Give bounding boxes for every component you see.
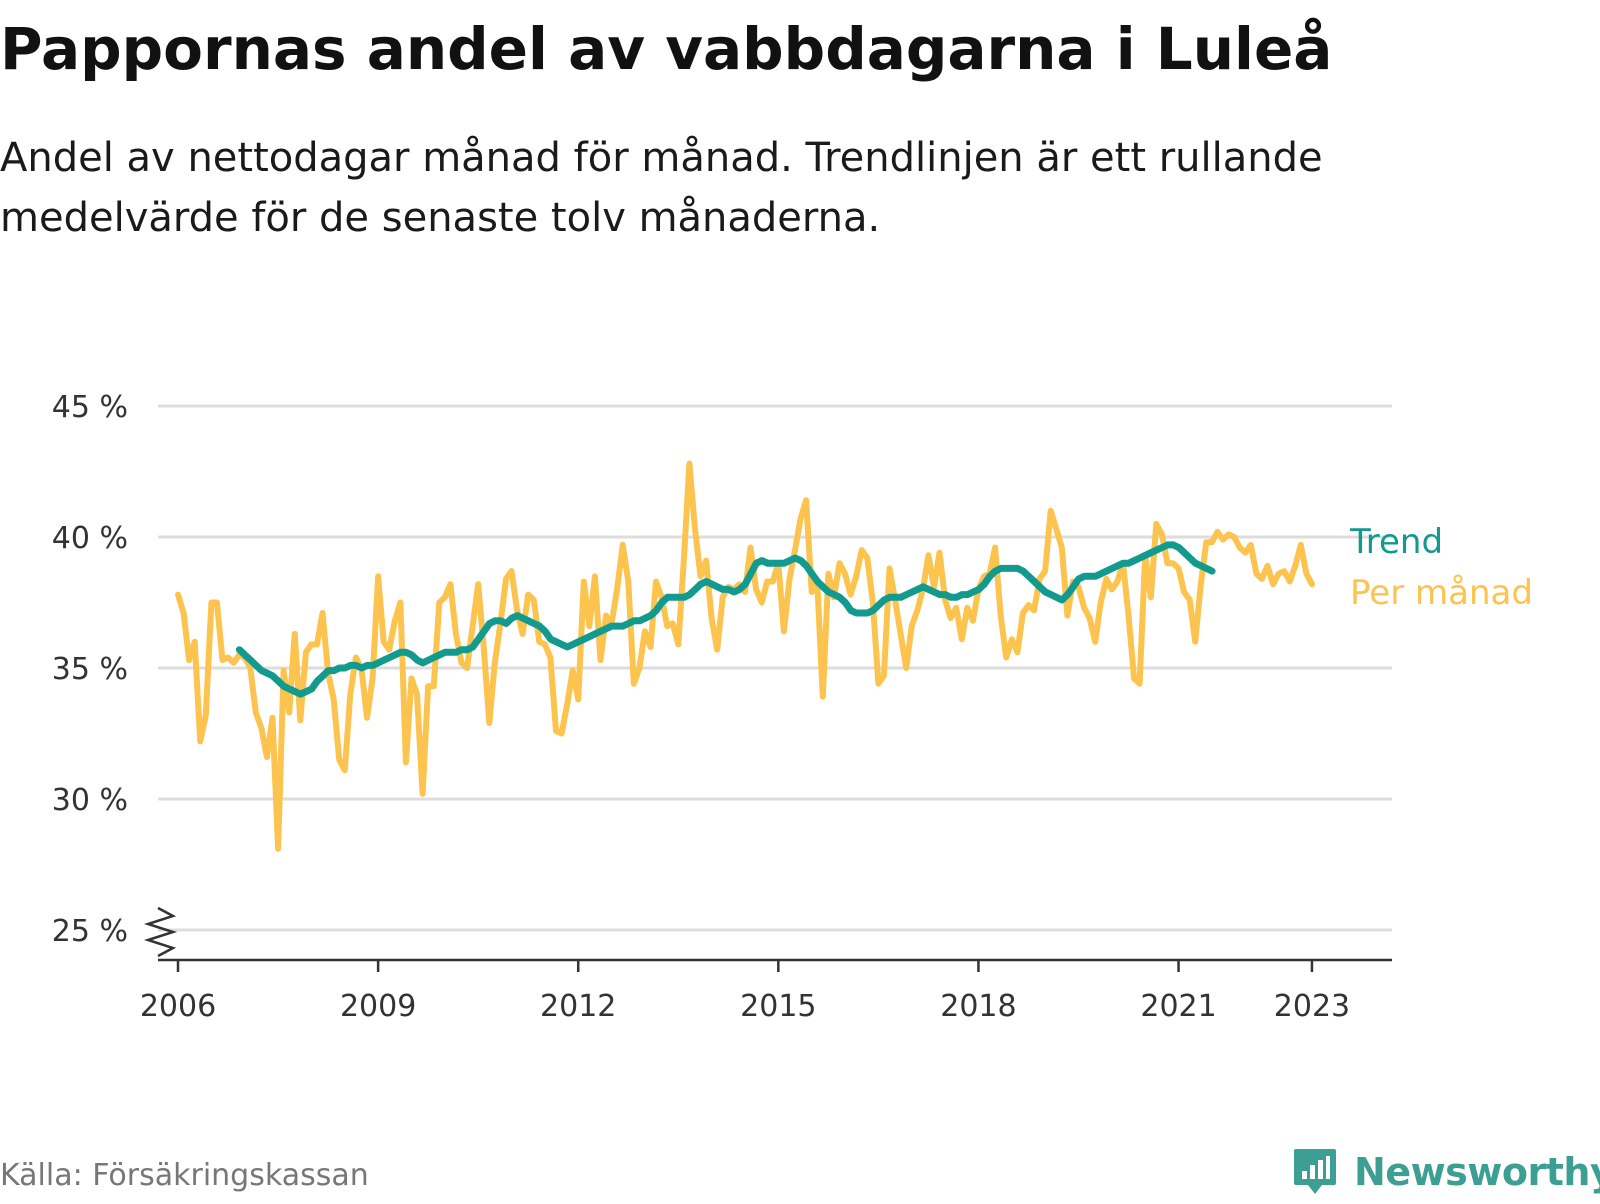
y-tick-label: 25 % — [52, 914, 128, 949]
legend: Per månad Trend — [1349, 522, 1533, 613]
brand-logo[interactable]: Newsworthy — [1292, 1140, 1600, 1204]
y-tick-label: 30 % — [52, 783, 128, 818]
x-tick-label: 2023 — [1274, 989, 1350, 1024]
chart-subtitle: Andel av nettodagar månad för månad. Tre… — [0, 135, 1323, 241]
x-tick-label: 2015 — [740, 989, 816, 1024]
x-tick-label: 2021 — [1140, 989, 1216, 1024]
brand-name: Newsworthy — [1354, 1150, 1600, 1194]
x-tick-label: 2012 — [540, 989, 616, 1024]
series-line-trend — [235, 541, 1216, 698]
y-tick-label: 40 % — [52, 521, 128, 556]
series-line-per-manad — [175, 460, 1315, 852]
legend-label-trend: Trend — [1349, 522, 1443, 562]
x-tick-label: 2018 — [940, 989, 1016, 1024]
newsworthy-logo-icon — [1294, 1149, 1336, 1194]
x-tick-label: 2006 — [140, 989, 216, 1024]
source-note: Källa: Försäkringskassan — [0, 1158, 369, 1193]
x-axis: 2006 2009 2012 2015 2018 2021 2023 — [140, 958, 1392, 1024]
chart-title: Pappornas andel av vabbdagarna i Luleå — [0, 15, 1333, 83]
y-tick-label: 45 % — [52, 390, 128, 425]
y-axis-break-icon — [143, 906, 178, 958]
y-axis: 25 % 30 % 35 % 40 % 45 % — [52, 390, 178, 958]
y-tick-label: 35 % — [52, 652, 128, 687]
legend-label-per-manad: Per månad — [1350, 573, 1533, 613]
x-tick-label: 2009 — [340, 989, 416, 1024]
line-chart: 25 % 30 % 35 % 40 % 45 % 2006 2009 2012 2015 201… — [52, 390, 1533, 1024]
series-lines — [175, 460, 1315, 852]
